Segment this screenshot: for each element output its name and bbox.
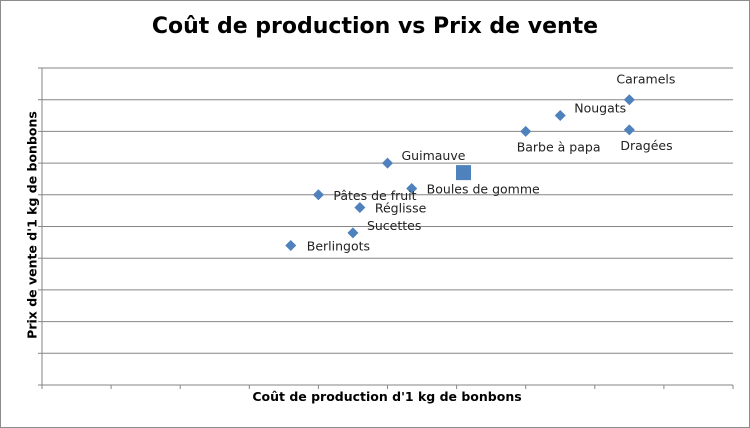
data-point: [382, 157, 393, 169]
data-point-label: Boules de gomme: [427, 181, 540, 196]
data-point-label: Pâtes de fruit: [333, 188, 416, 203]
x-axis-title: Coût de production d'1 kg de bonbons: [252, 389, 522, 404]
data-point-label: Dragées: [620, 138, 672, 153]
data-point: [354, 201, 366, 213]
data-point-label: Sucettes: [367, 218, 421, 233]
data-point-label: Caramels: [616, 72, 675, 87]
data-point: [312, 189, 324, 201]
average-point: [456, 165, 472, 181]
data-point: [285, 240, 297, 252]
data-point: [623, 94, 635, 106]
data-point-label: Réglisse: [375, 200, 427, 215]
data-point: [554, 110, 566, 122]
data-point-label: Guimauve: [402, 148, 466, 163]
data-point: [406, 182, 418, 194]
data-point: [520, 125, 532, 137]
data-point-label: Berlingots: [307, 239, 370, 254]
chart-title: Coût de production vs Prix de vente: [151, 14, 599, 39]
data-point: [623, 124, 635, 136]
data-point: [347, 227, 359, 239]
data-point-label: Nougats: [574, 101, 626, 116]
data-point-label: Barbe à papa: [517, 139, 601, 154]
